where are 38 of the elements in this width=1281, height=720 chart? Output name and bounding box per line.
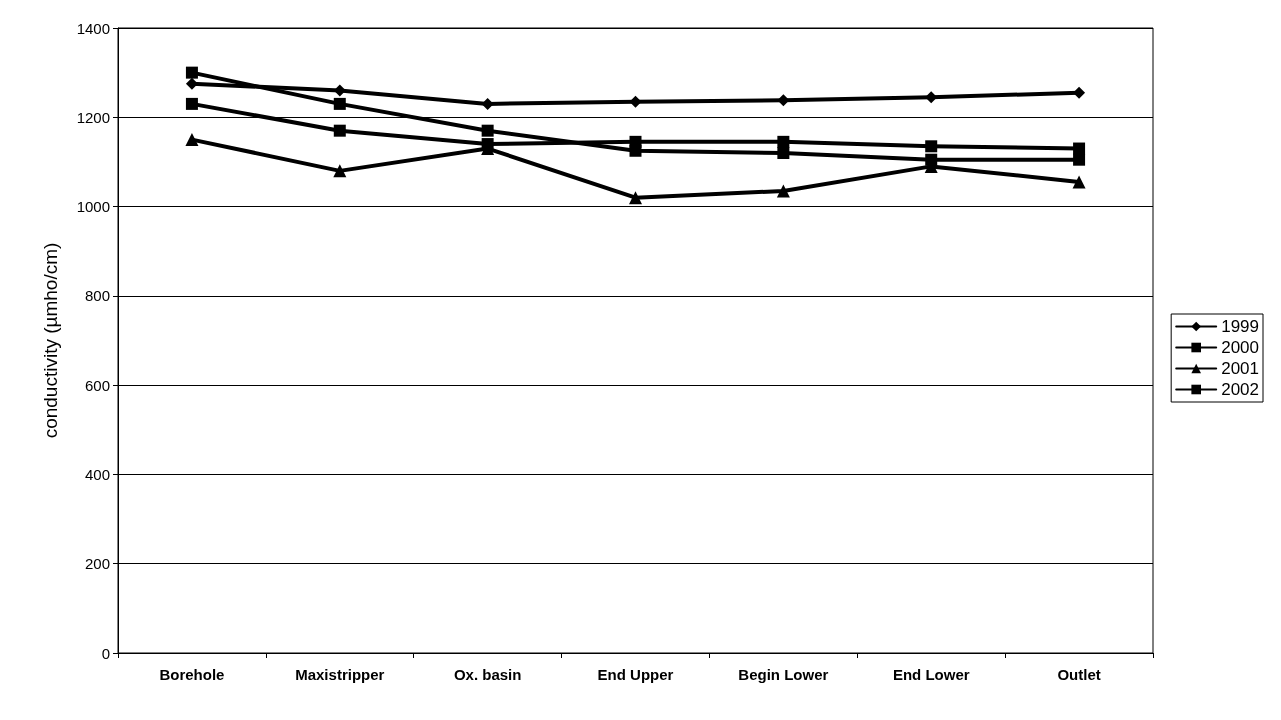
y-tick-label: 1200 (76, 108, 110, 126)
x-tick-label: Borehole (159, 666, 225, 683)
y-tick-label: 800 (84, 287, 110, 305)
point (185, 133, 199, 147)
point (629, 191, 642, 205)
point (333, 124, 346, 137)
x-tick-label: End Lower (892, 666, 970, 683)
y-tick-label: 0 (101, 644, 110, 662)
point (1073, 153, 1086, 166)
y-tick-label: 600 (84, 376, 110, 394)
point (629, 144, 642, 157)
point (1073, 86, 1086, 99)
point (777, 147, 790, 159)
x-tick-label: Maxistripper (295, 666, 385, 683)
point (1072, 175, 1086, 189)
y-tick-label: 400 (84, 465, 110, 483)
x-tick-label: Outlet (1057, 666, 1101, 683)
legend-label: 2002 (1221, 380, 1260, 399)
point (185, 66, 198, 79)
y-tick-label: 200 (84, 555, 110, 573)
y-tick-label: 1400 (76, 19, 110, 37)
y-axis-title: conductivity (µmho/cm) (40, 242, 61, 439)
point (1073, 142, 1086, 155)
y-tick-label: 1000 (76, 198, 110, 216)
x-tick-label: End Upper (597, 666, 674, 683)
point (777, 135, 790, 148)
point (925, 140, 938, 153)
point (776, 184, 790, 198)
x-tick-label: Begin Lower (738, 666, 829, 683)
point (333, 97, 346, 110)
legend-label: 2001 (1221, 359, 1260, 378)
point (925, 153, 938, 166)
legend-label: 1999 (1221, 317, 1260, 336)
point (481, 124, 494, 137)
legend-label: 2000 (1221, 338, 1260, 357)
x-tick-label: Ox. basin (453, 666, 522, 683)
point (185, 97, 198, 110)
point (333, 164, 347, 178)
